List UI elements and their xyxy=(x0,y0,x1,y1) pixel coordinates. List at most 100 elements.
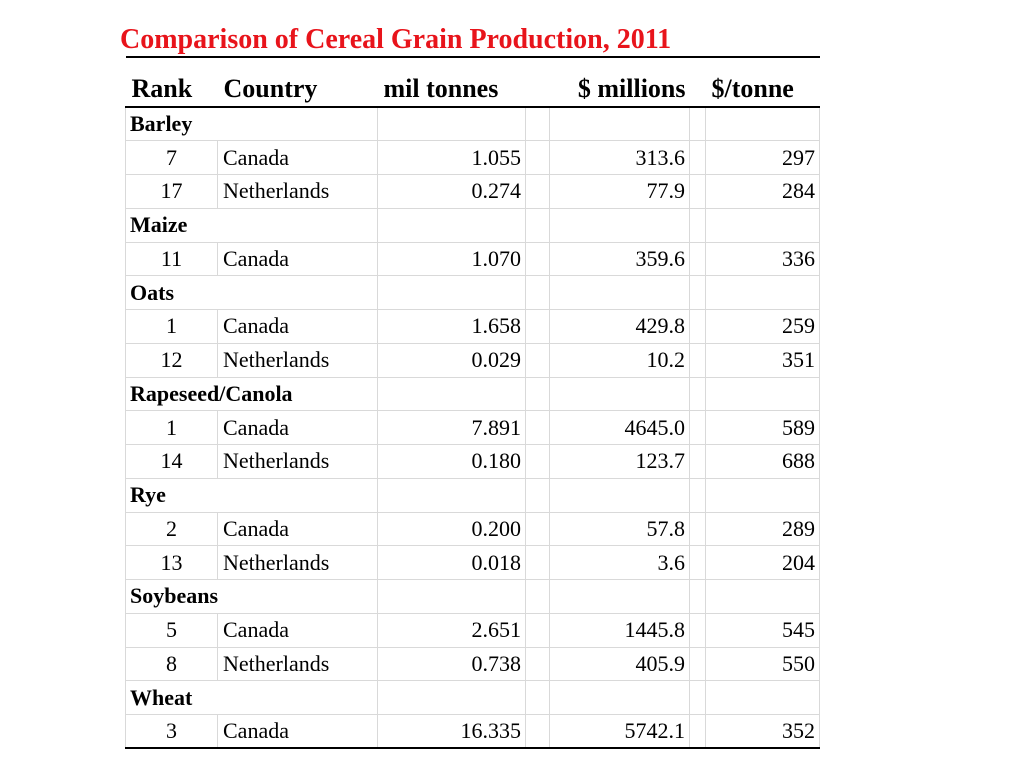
header-millions: $ millions xyxy=(549,56,690,108)
mil-tonnes-cell: 0.180 xyxy=(377,444,526,479)
spacer-cell xyxy=(689,410,706,445)
table-row: 2 Canada 0.200 57.8 289 xyxy=(125,512,820,547)
grain-group-label: Soybeans xyxy=(125,579,378,614)
spacer-cell xyxy=(525,714,550,750)
rank-cell: 17 xyxy=(125,174,218,209)
rank-cell: 13 xyxy=(125,545,218,580)
grain-group-label: Maize xyxy=(125,208,378,243)
rank-cell: 5 xyxy=(125,613,218,648)
table-row: 11 Canada 1.070 359.6 336 xyxy=(125,242,820,277)
spacer-cell xyxy=(525,309,550,344)
spacer-cell xyxy=(525,512,550,547)
table-row: 14 Netherlands 0.180 123.7 688 xyxy=(125,444,820,479)
empty-cell xyxy=(377,275,526,310)
mil-tonnes-cell: 0.029 xyxy=(377,343,526,378)
country-cell: Netherlands xyxy=(217,545,378,580)
per-tonne-cell: 545 xyxy=(705,613,820,648)
millions-cell: 405.9 xyxy=(549,647,690,682)
empty-cell xyxy=(705,377,820,412)
spacer-cell xyxy=(689,714,706,750)
header-per-tonne: $/tonne xyxy=(705,56,820,108)
rank-cell: 14 xyxy=(125,444,218,479)
country-cell: Netherlands xyxy=(217,647,378,682)
header-spacer xyxy=(689,56,706,108)
country-cell: Canada xyxy=(217,714,378,750)
empty-cell xyxy=(705,680,820,715)
country-cell: Canada xyxy=(217,512,378,547)
millions-cell: 123.7 xyxy=(549,444,690,479)
mil-tonnes-cell: 0.200 xyxy=(377,512,526,547)
per-tonne-cell: 259 xyxy=(705,309,820,344)
per-tonne-cell: 589 xyxy=(705,410,820,445)
millions-cell: 313.6 xyxy=(549,140,690,175)
mil-tonnes-cell: 1.055 xyxy=(377,140,526,175)
mil-tonnes-cell: 16.335 xyxy=(377,714,526,750)
spacer-cell xyxy=(689,545,706,580)
spacer-cell xyxy=(525,444,550,479)
empty-cell xyxy=(705,107,820,142)
empty-cell xyxy=(705,208,820,243)
mil-tonnes-cell: 0.738 xyxy=(377,647,526,682)
empty-cell xyxy=(549,579,690,614)
empty-cell xyxy=(549,275,690,310)
spacer-cell xyxy=(689,512,706,547)
group-row: Wheat xyxy=(125,680,820,715)
empty-cell xyxy=(549,208,690,243)
spacer-cell xyxy=(525,647,550,682)
empty-cell xyxy=(705,275,820,310)
country-cell: Canada xyxy=(217,613,378,648)
millions-cell: 429.8 xyxy=(549,309,690,344)
rank-cell: 8 xyxy=(125,647,218,682)
empty-cell xyxy=(549,680,690,715)
empty-cell xyxy=(377,107,526,142)
spacer-cell xyxy=(689,444,706,479)
spacer-cell xyxy=(689,343,706,378)
header-mil-tonnes: mil tonnes xyxy=(377,56,526,108)
spacer-cell xyxy=(689,613,706,648)
table-body: Barley 7 Canada 1.055 313.6 297 17 Netherlands 0… xyxy=(125,107,820,750)
spacer-cell xyxy=(525,343,550,378)
empty-cell xyxy=(549,107,690,142)
per-tonne-cell: 336 xyxy=(705,242,820,277)
millions-cell: 3.6 xyxy=(549,545,690,580)
table-row: 1 Canada 1.658 429.8 259 xyxy=(125,309,820,344)
country-cell: Netherlands xyxy=(217,444,378,479)
per-tonne-cell: 297 xyxy=(705,140,820,175)
group-row: Barley xyxy=(125,107,820,142)
country-cell: Netherlands xyxy=(217,343,378,378)
rank-cell: 7 xyxy=(125,140,218,175)
per-tonne-cell: 204 xyxy=(705,545,820,580)
mil-tonnes-cell: 0.274 xyxy=(377,174,526,209)
country-cell: Canada xyxy=(217,140,378,175)
table-row: 3 Canada 16.335 5742.1 352 xyxy=(125,714,820,750)
per-tonne-cell: 289 xyxy=(705,512,820,547)
spacer-cell xyxy=(525,410,550,445)
rank-cell: 1 xyxy=(125,309,218,344)
rank-cell: 11 xyxy=(125,242,218,277)
millions-cell: 77.9 xyxy=(549,174,690,209)
table-row: 8 Netherlands 0.738 405.9 550 xyxy=(125,647,820,682)
empty-cell xyxy=(525,208,550,243)
rank-cell: 3 xyxy=(125,714,218,750)
empty-cell xyxy=(525,579,550,614)
rank-cell: 1 xyxy=(125,410,218,445)
empty-cell xyxy=(689,478,706,513)
empty-cell xyxy=(377,478,526,513)
empty-cell xyxy=(525,680,550,715)
empty-cell xyxy=(525,377,550,412)
grain-group-label: Rye xyxy=(125,478,378,513)
empty-cell xyxy=(689,680,706,715)
millions-cell: 5742.1 xyxy=(549,714,690,750)
per-tonne-cell: 351 xyxy=(705,343,820,378)
mil-tonnes-cell: 2.651 xyxy=(377,613,526,648)
table-row: 12 Netherlands 0.029 10.2 351 xyxy=(125,343,820,378)
empty-cell xyxy=(689,275,706,310)
mil-tonnes-cell: 7.891 xyxy=(377,410,526,445)
table-row: 13 Netherlands 0.018 3.6 204 xyxy=(125,545,820,580)
millions-cell: 359.6 xyxy=(549,242,690,277)
empty-cell xyxy=(525,107,550,142)
empty-cell xyxy=(689,579,706,614)
table-row: 5 Canada 2.651 1445.8 545 xyxy=(125,613,820,648)
spacer-cell xyxy=(525,140,550,175)
empty-cell xyxy=(525,275,550,310)
